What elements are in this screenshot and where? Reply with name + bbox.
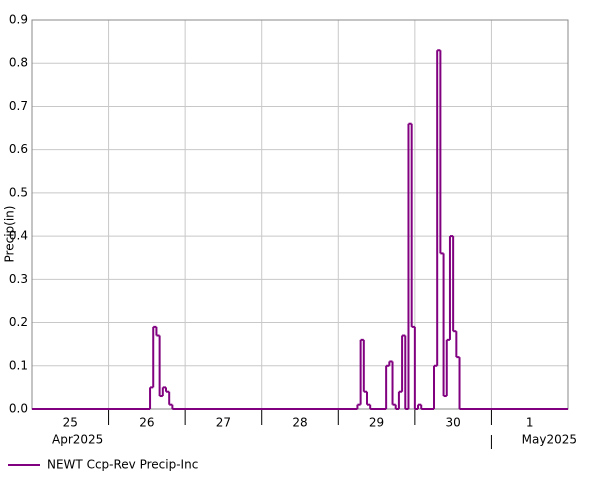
y-tick-label: 0.9 [9, 13, 28, 27]
x-group-label: Apr2025 [52, 433, 103, 447]
x-tick-label: 27 [216, 416, 231, 430]
y-tick-label: 0.1 [9, 358, 28, 372]
x-tick-label: 25 [63, 416, 78, 430]
plot-frame [31, 19, 569, 410]
y-tick-label: 0.6 [9, 142, 28, 156]
y-tick-label: 0.5 [9, 185, 28, 199]
x-tick-label: 29 [369, 416, 384, 430]
legend-label: NEWT Ccp-Rev Precip-Inc [47, 458, 198, 472]
y-tick-label: 0.3 [9, 272, 28, 286]
x-tick-label: 1 [526, 416, 534, 430]
x-tick-label: 30 [446, 416, 461, 430]
x-group-label: May2025 [522, 433, 577, 447]
y-tick-label: 0.8 [9, 56, 28, 70]
x-tick-label: 26 [139, 416, 154, 430]
y-tick-label: 0.2 [9, 315, 28, 329]
y-tick-label: 0.0 [9, 402, 28, 416]
y-tick-label: 0.4 [9, 229, 28, 243]
x-tick-label: 28 [292, 416, 307, 430]
y-axis-label: Precip(in) [3, 206, 17, 263]
y-tick-label: 0.7 [9, 99, 28, 113]
